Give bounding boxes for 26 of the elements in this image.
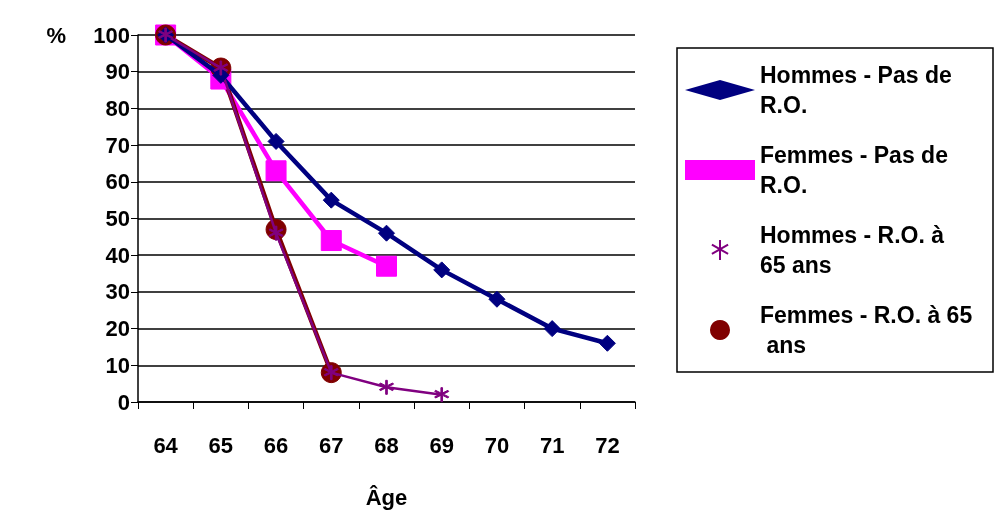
y-tick-label: 10 xyxy=(105,352,130,378)
x-tick-label: 65 xyxy=(208,432,234,458)
legend-label: Femmes - R.O. à 65 ans xyxy=(760,302,973,358)
legend-label: Femmes - Pas de R.O. xyxy=(760,142,955,198)
x-tick-label: 70 xyxy=(484,432,510,458)
x-tick-label: 69 xyxy=(429,432,454,458)
y-axis-title: % xyxy=(46,22,66,48)
legend-label: Hommes - Pas de R.O. xyxy=(760,62,959,118)
x-tick-label: 64 xyxy=(153,432,179,458)
y-tick-label: 60 xyxy=(105,169,130,195)
y-tick-label: 20 xyxy=(105,316,130,342)
x-tick-label: 67 xyxy=(319,432,344,458)
x-tick-label: 71 xyxy=(539,432,565,458)
x-tick-label: 68 xyxy=(374,432,399,458)
y-tick-label: 0 xyxy=(117,389,130,415)
y-tick-label: 80 xyxy=(105,95,130,121)
y-tick-label: 70 xyxy=(105,132,130,158)
y-tick-label: 100 xyxy=(93,22,130,48)
x-axis-title: Âge xyxy=(365,484,408,510)
y-tick-label: 40 xyxy=(105,242,130,268)
x-tick-label: 66 xyxy=(263,432,289,458)
legend-label: Hommes - R.O. à 65 ans xyxy=(760,222,951,278)
y-tick-label: 50 xyxy=(105,206,130,231)
y-tick-label: 90 xyxy=(105,59,130,85)
y-tick-label: 30 xyxy=(105,279,130,305)
x-tick-label: 72 xyxy=(595,432,620,458)
